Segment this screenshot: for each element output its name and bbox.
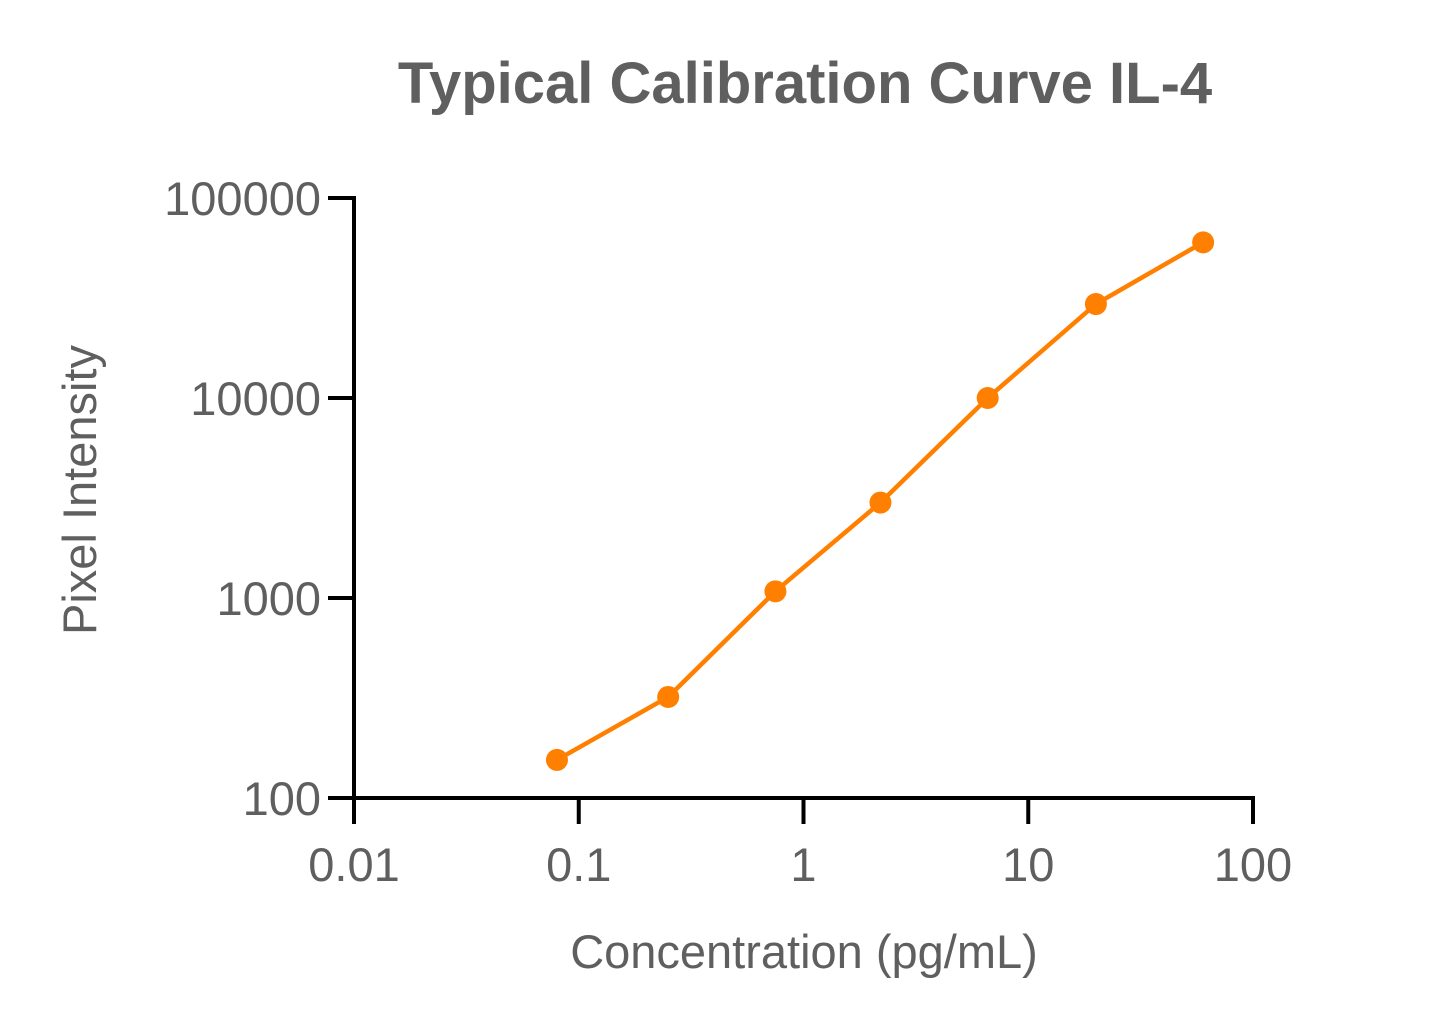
- x-tick-label: 100: [1214, 838, 1292, 891]
- y-axis-label: Pixel Intensity: [53, 345, 106, 635]
- y-ticks: 100 1000 10000 100000: [164, 172, 354, 825]
- x-tick-label: 0.1: [546, 838, 611, 891]
- y-tick-label: 10000: [190, 372, 321, 425]
- series-layer: [545, 231, 1215, 771]
- x-axis-label: Concentration (pg/mL): [570, 925, 1038, 978]
- data-point: [1084, 293, 1107, 316]
- y-tick-label: 100: [243, 772, 321, 825]
- data-point: [657, 685, 680, 708]
- y-tick-label: 100000: [164, 172, 321, 225]
- data-point: [764, 580, 787, 603]
- y-tick-label: 1000: [216, 572, 321, 625]
- data-point: [545, 748, 568, 771]
- chart-title: Typical Calibration Curve IL-4: [398, 51, 1212, 116]
- data-point: [1192, 231, 1215, 254]
- data-point: [869, 491, 892, 514]
- x-tick-label: 10: [1002, 838, 1054, 891]
- x-tick-label: 1: [790, 838, 816, 891]
- x-ticks: 0.01 0.1 1 10 100: [308, 798, 1292, 891]
- data-point: [976, 387, 999, 409]
- x-tick-label: 0.01: [308, 838, 399, 891]
